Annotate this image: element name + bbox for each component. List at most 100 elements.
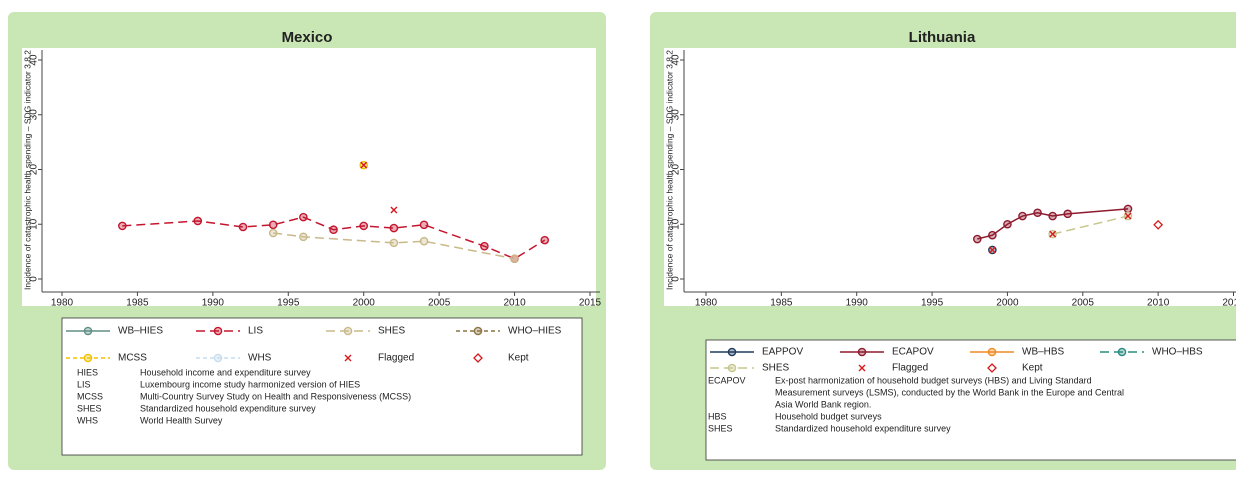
note-text: Standardized household expenditure surve… (140, 403, 316, 413)
legend-label: EAPPOV (762, 347, 803, 358)
flag-marker (390, 206, 398, 214)
point (419, 220, 429, 230)
y-tick-label: 0 (29, 276, 40, 282)
legend-label: Flagged (892, 363, 928, 374)
point (359, 221, 369, 231)
kept-marker (1153, 219, 1164, 230)
y-tick-label: 20 (671, 164, 682, 176)
y-axis-label: Incidence of catastrophic health spendin… (22, 50, 32, 290)
y-tick-label: 30 (29, 109, 40, 121)
legend-label: SHES (378, 326, 406, 337)
note-abbr: HIES (77, 367, 98, 377)
point (329, 225, 338, 235)
plot-area (664, 48, 1236, 306)
y-tick-label: 10 (671, 218, 682, 230)
note-text: Standardized household expenditure surve… (775, 423, 951, 433)
x-tick-label: 2005 (428, 298, 451, 309)
note-abbr: MCSS (77, 391, 103, 401)
y-tick-label: 20 (29, 164, 40, 176)
legend-label: WB–HBS (1022, 347, 1065, 358)
point (480, 241, 489, 251)
flag-marker (858, 364, 866, 372)
point (1048, 211, 1057, 221)
x-tick-label: 1995 (277, 298, 300, 309)
flag-marker (360, 161, 368, 169)
legend-label: LIS (248, 326, 263, 337)
x-tick-label: 2000 (353, 298, 376, 309)
y-tick-label: 10 (29, 218, 40, 230)
note-abbr: SHES (77, 403, 102, 413)
point (857, 347, 867, 357)
note-text: Measurement surveys (LSMS), conducted by… (775, 387, 1124, 397)
legend-label: WHS (248, 353, 272, 364)
point (1063, 209, 1073, 219)
point (299, 212, 308, 222)
plot-area (22, 48, 596, 306)
legend-label: Flagged (378, 353, 414, 364)
y-axis-label: Incidence of catastrophic health spendin… (664, 50, 674, 290)
flag-marker (1124, 212, 1132, 220)
legend-label: Kept (1022, 363, 1043, 374)
point (727, 363, 737, 373)
x-tick-label: 2000 (996, 298, 1019, 309)
note-text: Multi-Country Survey Study on Health and… (140, 391, 411, 401)
y-tick-label: 30 (671, 109, 682, 121)
point (213, 326, 223, 336)
kept-marker (473, 353, 483, 363)
x-tick-label: 2015 (1222, 298, 1236, 309)
point (419, 236, 429, 246)
point (389, 238, 399, 248)
legend-label: ECAPOV (892, 347, 934, 358)
series-line (1052, 215, 1129, 235)
point (1117, 347, 1127, 357)
x-tick-label: 1985 (770, 298, 793, 309)
point (988, 230, 997, 240)
flag-marker (344, 354, 352, 362)
x-tick-label: 2010 (1147, 298, 1170, 309)
x-tick-label: 1980 (695, 298, 718, 309)
point (1033, 208, 1042, 218)
legend (705, 339, 1236, 461)
x-tick-label: 1985 (126, 298, 149, 309)
note-text: Household budget surveys (775, 411, 882, 421)
note-abbr: LIS (77, 379, 91, 389)
legend-label: MCSS (118, 353, 147, 364)
note-abbr: HBS (708, 411, 727, 421)
x-tick-label: 2015 (579, 298, 602, 309)
point (1123, 204, 1133, 214)
point (238, 222, 248, 232)
y-tick-label: 40 (29, 54, 40, 66)
point (299, 232, 308, 242)
x-tick-label: 2010 (503, 298, 526, 309)
point (213, 353, 223, 363)
point (83, 353, 93, 363)
point (540, 235, 550, 245)
point (987, 347, 997, 357)
x-tick-label: 1980 (51, 298, 74, 309)
point (118, 221, 127, 231)
x-tick-label: 2005 (1072, 298, 1095, 309)
note-text: Asia World Bank region. (775, 399, 871, 409)
legend-label: WHO–HBS (1152, 347, 1203, 358)
point (193, 216, 203, 226)
point (510, 254, 519, 264)
legend-label: WB–HIES (118, 326, 163, 337)
point (1003, 219, 1012, 229)
note-text: World Health Survey (140, 415, 223, 425)
y-tick-label: 0 (671, 276, 682, 282)
point (473, 326, 483, 336)
point (83, 326, 93, 336)
note-abbr: SHES (708, 423, 733, 433)
chart-title: Mexico (282, 29, 333, 46)
point (268, 220, 278, 230)
point (268, 228, 278, 238)
point (1018, 211, 1027, 221)
point (727, 347, 737, 357)
kept-marker (987, 363, 997, 373)
x-tick-label: 1990 (846, 298, 869, 309)
legend-label: WHO–HIES (508, 326, 562, 337)
point (972, 234, 982, 244)
point (343, 326, 353, 336)
